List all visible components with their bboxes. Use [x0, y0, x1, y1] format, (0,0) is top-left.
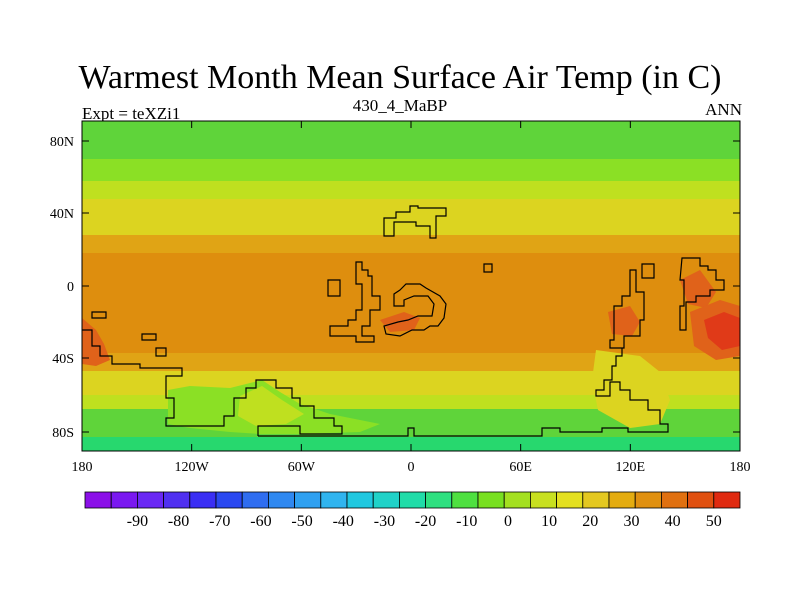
tiny-island-outline: [483, 263, 493, 273]
temperature-field: [82, 121, 740, 451]
colorbar-swatch: [477, 491, 505, 509]
colorbar-swatch: [163, 491, 191, 509]
lon-tick-label: 0: [408, 460, 415, 475]
colorbar-swatch: [582, 491, 610, 509]
eastern-hotspot-1: [680, 270, 716, 308]
eastern-extreme-core: [704, 312, 740, 350]
colorbar-swatch: [451, 491, 479, 509]
band-hot-north: [82, 235, 740, 253]
lon-tick-label: 180: [730, 460, 751, 475]
longitude-ticks: 180 120W 60W 0 60E 120E 180: [72, 121, 751, 475]
colorbar-label: -60: [250, 513, 271, 530]
lat-tick-label: 80N: [50, 135, 74, 150]
colorbar-swatch: [372, 491, 400, 509]
colorbar-label: -20: [415, 513, 436, 530]
colorbar-label: 30: [623, 513, 639, 530]
lon-tick-label: 120E: [616, 460, 646, 475]
experiment-label: Expt = teXZi1: [82, 104, 181, 123]
lon-tick-label: 180: [72, 460, 93, 475]
western-islands-outline: [91, 311, 167, 357]
colorbar-label: -50: [291, 513, 312, 530]
colorbar-swatch: [634, 491, 662, 509]
colorbar-label: 10: [541, 513, 557, 530]
lat-tick-label: 80S: [52, 426, 74, 441]
band-cool-north: [82, 159, 740, 181]
colorbar-label: -40: [333, 513, 354, 530]
northern-continent-outline: [383, 205, 447, 239]
eastern-continent-outline: [609, 269, 645, 349]
season-label: ANN: [705, 100, 742, 119]
spiral-continent-outline: [383, 283, 447, 337]
colorbar-swatch: [425, 491, 453, 509]
colorbar-label: -80: [168, 513, 189, 530]
colorbar-label: -30: [374, 513, 395, 530]
band-mild-north: [82, 181, 740, 199]
colorbar-label: 0: [504, 513, 512, 530]
colorbar-swatch: [346, 491, 374, 509]
colorbar-label: -70: [209, 513, 230, 530]
lon-tick-label: 60W: [288, 460, 316, 475]
colorbar-swatch: [189, 491, 217, 509]
coastlines: [82, 205, 725, 437]
period-label: 430_4_MaBP: [352, 96, 448, 115]
lat-tick-label: 40S: [52, 352, 74, 367]
central-continent-outline: [329, 261, 381, 343]
colorbar-label: 20: [582, 513, 598, 530]
colorbar-swatch: [398, 491, 426, 509]
colorbar-swatch: [608, 491, 636, 509]
colorbar-swatch: [294, 491, 322, 509]
colorbar-swatch: [687, 491, 715, 509]
colorbar-swatch: [215, 491, 243, 509]
colorbar: -90 -80 -70 -60 -50 -40 -30 -20 -10 0 10 20 30 40 50: [84, 491, 741, 530]
colorbar-label: -90: [127, 513, 148, 530]
southern-continent-mild-region: [238, 386, 304, 426]
colorbar-swatch: [556, 491, 584, 509]
band-hot-south: [82, 353, 740, 371]
colorbar-swatch: [84, 491, 112, 509]
lon-tick-label: 120W: [175, 460, 210, 475]
central-hotspot: [608, 306, 640, 336]
lat-tick-label: 0: [67, 280, 74, 295]
colorbar-swatch: [267, 491, 295, 509]
colorbar-swatch: [503, 491, 531, 509]
colorbar-swatch: [320, 491, 348, 509]
band-warm-north: [82, 199, 740, 235]
far-eastern-continent-outline: [679, 257, 725, 331]
colorbar-swatch: [136, 491, 164, 509]
colorbar-swatch: [530, 491, 558, 509]
colorbar-label: 40: [665, 513, 681, 530]
colorbar-swatch: [110, 491, 138, 509]
map-title: Warmest Month Mean Surface Air Temp (in …: [78, 59, 722, 96]
eastern-small-outline: [641, 263, 655, 279]
latitude-ticks: 80N 40N 0 40S 80S: [50, 135, 740, 441]
lat-tick-label: 40N: [50, 207, 74, 222]
colorbar-label: 50: [706, 513, 722, 530]
colorbar-swatch: [661, 491, 689, 509]
lon-tick-label: 60E: [509, 460, 532, 475]
western-coast-outline: [82, 329, 343, 436]
colorbar-label: -10: [456, 513, 477, 530]
colorbar-swatch: [241, 491, 269, 509]
band-tropic: [82, 253, 740, 353]
colorbar-swatch: [713, 491, 741, 509]
antarctic-outline: [258, 348, 669, 437]
small-island-outline: [327, 279, 341, 297]
